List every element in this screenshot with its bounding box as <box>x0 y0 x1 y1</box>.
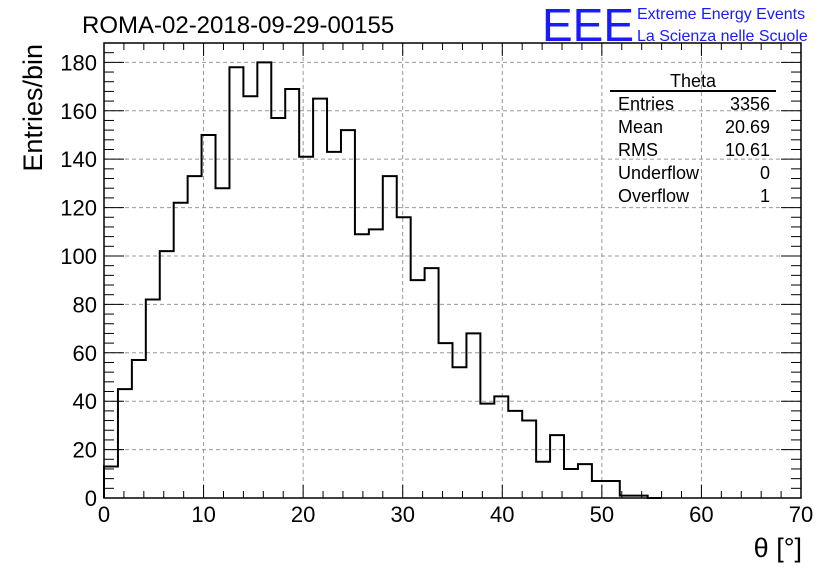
histogram-outline <box>103 61 662 499</box>
stats-row-value: 10.61 <box>725 140 770 160</box>
y-tick-label: 80 <box>73 292 97 317</box>
stats-row-value: 20.69 <box>725 117 770 137</box>
y-tick-label: 60 <box>73 341 97 366</box>
y-tick-label: 120 <box>60 196 97 221</box>
stats-box: Theta Entries 3356 Mean 20.69 RMS 10.61 Underf… <box>610 71 776 206</box>
x-tick-label: 20 <box>291 502 315 527</box>
y-tick-label: 180 <box>60 50 97 75</box>
stats-row-label: Entries <box>618 94 674 114</box>
x-tick-label: 10 <box>191 502 215 527</box>
y-tick-label: 0 <box>85 486 97 511</box>
axis-ticks <box>103 42 802 499</box>
stats-title: Theta <box>670 71 717 91</box>
y-tick-label: 100 <box>60 244 97 269</box>
y-tick-label: 40 <box>73 389 97 414</box>
eee-logo: EEE Extreme Energy Events La Scienza nel… <box>542 0 808 51</box>
stats-row-label: RMS <box>618 140 658 160</box>
logo-line-2: La Scienza nelle Scuole <box>637 28 808 45</box>
y-tick-label: 140 <box>60 147 97 172</box>
stats-row-label: Mean <box>618 117 663 137</box>
logo-line-1: Extreme Energy Events <box>637 6 805 23</box>
stats-row-label: Overflow <box>618 186 690 206</box>
x-tick-label: 0 <box>98 502 110 527</box>
x-tick-label: 60 <box>689 502 713 527</box>
grid-lines <box>104 43 801 498</box>
x-tick-label: 30 <box>390 502 414 527</box>
chart-title: ROMA-02-2018-09-29-00155 <box>82 12 394 39</box>
y-axis-label: Entries/bin <box>18 44 48 172</box>
stats-row-value: 0 <box>760 163 770 183</box>
x-axis-label: θ [°] <box>754 533 802 563</box>
stats-row-value: 3356 <box>730 94 770 114</box>
plot-frame <box>103 42 802 499</box>
x-tick-label: 50 <box>590 502 614 527</box>
x-tick-label: 70 <box>789 502 813 527</box>
stats-row-value: 1 <box>760 186 770 206</box>
y-tick-label: 20 <box>73 438 97 463</box>
stats-row-label: Underflow <box>618 163 700 183</box>
x-tick-label: 40 <box>490 502 514 527</box>
y-tick-label: 160 <box>60 99 97 124</box>
